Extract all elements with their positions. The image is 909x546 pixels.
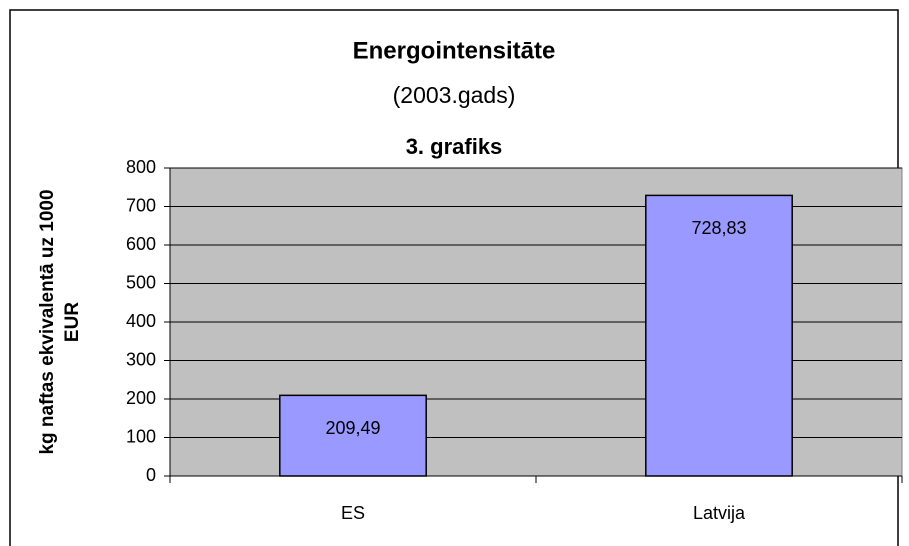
y-tick-label: 300 bbox=[126, 349, 156, 369]
bar bbox=[645, 194, 793, 477]
data-label: 728,83 bbox=[691, 218, 746, 238]
data-label: 209,49 bbox=[325, 418, 380, 438]
x-tick-label: Latvija bbox=[693, 503, 746, 523]
y-tick-label: 800 bbox=[126, 157, 156, 177]
y-tick-label: 500 bbox=[126, 272, 156, 292]
y-axis-label: EUR bbox=[62, 302, 83, 342]
chart-title: Energointensitāte bbox=[353, 37, 556, 64]
y-tick-label: 100 bbox=[126, 426, 156, 446]
x-tick-label: ES bbox=[341, 503, 365, 523]
y-tick-label: 200 bbox=[126, 388, 156, 408]
y-tick-label: 0 bbox=[146, 465, 156, 485]
y-axis-label: kg naftas ekvivalentā uz 1000 bbox=[37, 189, 58, 454]
y-tick-label: 600 bbox=[126, 234, 156, 254]
y-tick-label: 700 bbox=[126, 195, 156, 215]
chart-annotation: 3. grafiks bbox=[406, 134, 503, 159]
chart-subtitle: (2003.gads) bbox=[393, 82, 516, 108]
y-tick-label: 400 bbox=[126, 311, 156, 331]
bar bbox=[279, 394, 427, 477]
